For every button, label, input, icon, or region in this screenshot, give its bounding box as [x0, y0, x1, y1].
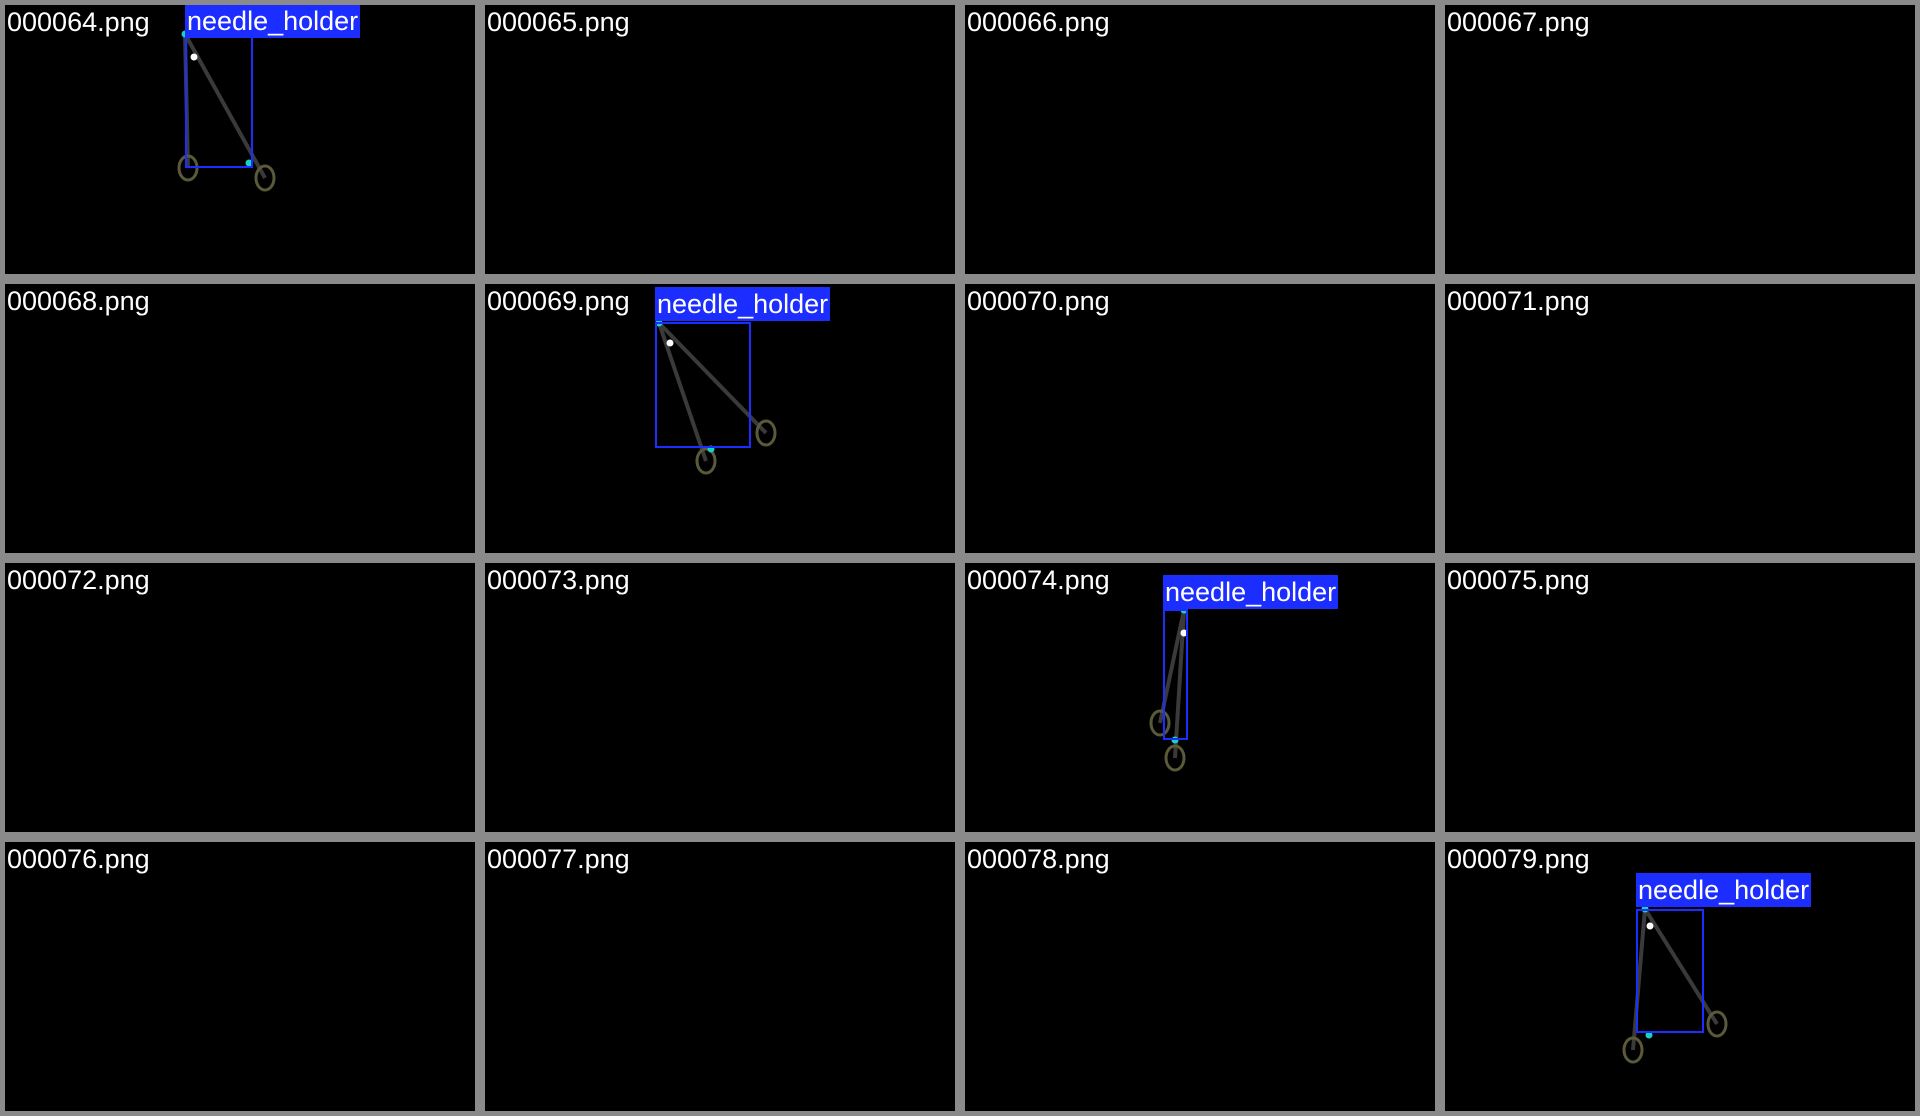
- result-tile: 000079.png needle_holder: [1440, 837, 1920, 1116]
- result-tile: 000074.png needle_holder: [960, 558, 1440, 837]
- instrument-tip-point: [190, 53, 198, 61]
- instrument-ring: [1149, 709, 1171, 737]
- needle-holder-instrument-icon: [655, 319, 777, 475]
- needle-holder-instrument-icon: [965, 284, 1440, 558]
- needle-holder-instrument-icon: [5, 842, 480, 1116]
- tile-filename: 000066.png: [967, 7, 1110, 37]
- tile-filename: 000065.png: [487, 7, 630, 37]
- detection-class-label: needle_holder: [185, 5, 361, 38]
- keypoint-marker: [1645, 1031, 1653, 1039]
- needle-holder-instrument-icon: [1445, 563, 1920, 837]
- tile-filename: 000069.png: [487, 286, 630, 316]
- instrument-shaft: [657, 321, 768, 435]
- detection-class-label: needle_holder: [1636, 873, 1812, 907]
- instrument-ring: [695, 447, 717, 475]
- needle-holder-instrument-icon: [485, 842, 960, 1116]
- tile-filename: 000078.png: [967, 844, 1110, 874]
- tile-filename: 000074.png: [967, 565, 1110, 595]
- tile-filename: 000067.png: [1447, 7, 1590, 37]
- needle-holder-instrument-icon: [965, 842, 1440, 1116]
- tile-filename: 000073.png: [487, 565, 630, 595]
- tile-filename: 000072.png: [7, 565, 150, 595]
- tile-filename: 000077.png: [487, 844, 630, 874]
- detection-class-label: needle_holder: [1163, 575, 1339, 609]
- needle-holder-instrument-icon: [5, 563, 480, 837]
- tile-filename: 000070.png: [967, 286, 1110, 316]
- detection-bounding-box: [655, 322, 751, 448]
- needle-holder-instrument-icon: [1445, 284, 1920, 558]
- keypoint-marker: [245, 159, 253, 167]
- instrument-tip-point: [1180, 629, 1188, 637]
- tile-filename: 000071.png: [1447, 286, 1590, 316]
- detection-bounding-box: [185, 32, 253, 168]
- detection-class-label: needle_holder: [655, 287, 831, 321]
- instrument-ring: [177, 154, 199, 182]
- instrument-ring: [1706, 1010, 1728, 1038]
- needle-holder-instrument-icon: [965, 5, 1440, 279]
- instrument-tip-point: [666, 339, 674, 347]
- instrument-shaft: [657, 322, 708, 462]
- needle-holder-instrument-icon: [485, 5, 960, 279]
- instrument-ring: [1164, 744, 1186, 772]
- detection-bounding-box: [1636, 909, 1704, 1033]
- tile-filename: 000068.png: [7, 286, 150, 316]
- instrument-ring: [755, 419, 777, 447]
- tile-filename: 000075.png: [1447, 565, 1590, 595]
- result-tile: 000069.png needle_holder: [480, 279, 960, 558]
- instrument-shaft: [1631, 908, 1647, 1051]
- needle-holder-instrument-icon: [485, 563, 960, 837]
- tile-filename: 000064.png: [7, 7, 150, 37]
- tile-filename: 000076.png: [7, 844, 150, 874]
- instrument-tip-point: [1646, 922, 1654, 930]
- tile-filename: 000079.png: [1447, 844, 1590, 874]
- detection-bounding-box: [1163, 609, 1188, 740]
- result-tile: 000064.png needle_holder: [0, 0, 480, 279]
- needle-holder-instrument-icon: [1149, 606, 1188, 772]
- instrument-shaft: [1643, 907, 1719, 1026]
- instrument-ring: [254, 164, 276, 192]
- needle-holder-instrument-icon: [1445, 5, 1920, 279]
- instrument-ring: [1622, 1036, 1644, 1064]
- needle-holder-instrument-icon: [5, 284, 480, 558]
